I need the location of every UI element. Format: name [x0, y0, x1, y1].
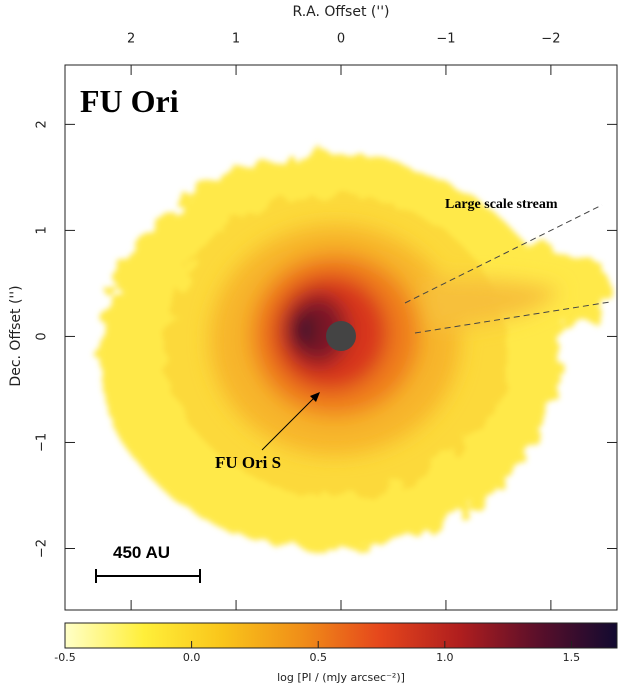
colorbar — [64, 622, 618, 649]
stream-line — [414, 301, 611, 334]
y-tick-label: 1 — [35, 226, 50, 234]
y-axis-label: Dec. Offset ('') — [8, 285, 24, 386]
annotation: Large scale stream — [445, 197, 558, 212]
colorbar-tick-label: 1.5 — [563, 651, 581, 664]
stream-line — [404, 204, 603, 304]
arrow-head — [310, 392, 320, 402]
chart-title: FU Ori — [80, 83, 179, 119]
annotation: FU Ori S — [215, 453, 281, 472]
x-tick-label: −1 — [436, 32, 455, 47]
x-axis-label: R.A. Offset ('') — [292, 4, 389, 20]
scale-bar-label: 450 AU — [113, 543, 170, 562]
colorbar-tick-label: 0.5 — [309, 651, 327, 664]
x-tick-label: 1 — [232, 32, 240, 47]
colorbar-tick-label: -0.5 — [54, 651, 75, 664]
y-tick-label: 2 — [35, 120, 50, 128]
x-tick-label: −2 — [541, 32, 560, 47]
intensity-image — [98, 154, 608, 550]
y-tick-label: −1 — [35, 433, 50, 452]
y-tick-label: 0 — [35, 332, 50, 340]
arrow — [261, 393, 319, 451]
colorbar-tick-label: 0.0 — [183, 651, 201, 664]
colorbar-label: log [PI / (mJy arcsec⁻²)] — [277, 671, 405, 684]
x-tick-label: 0 — [337, 32, 345, 47]
scale-bar — [95, 569, 201, 583]
colorbar-tick-label: 1.0 — [436, 651, 454, 664]
x-tick-label: 2 — [127, 32, 135, 47]
y-tick-label: −2 — [35, 539, 50, 558]
